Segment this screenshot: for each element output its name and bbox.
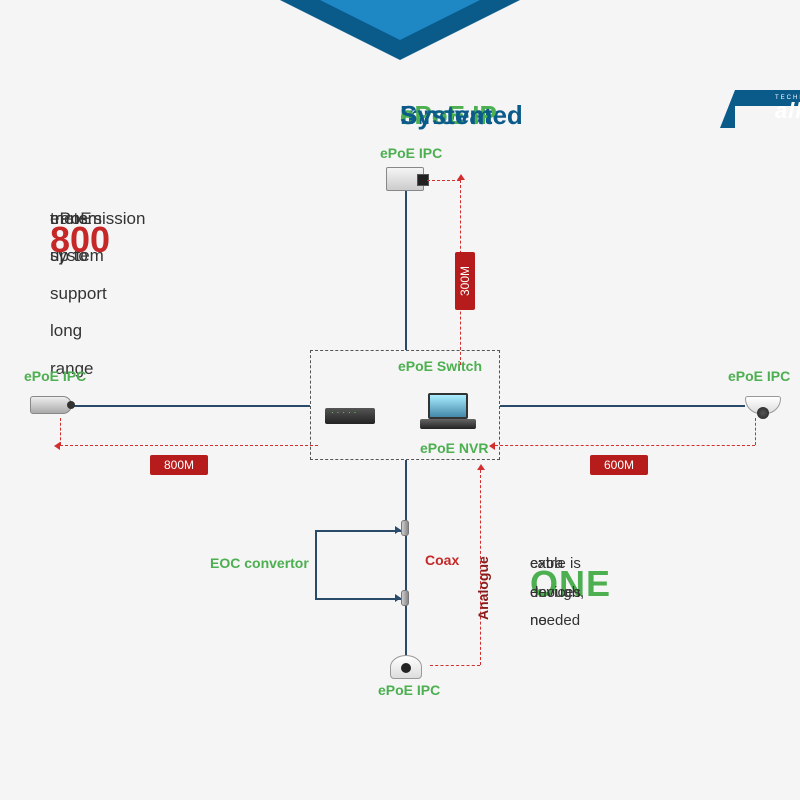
switch-icon: [325, 408, 375, 424]
brand-sub: TECHNOLOGY: [775, 95, 800, 101]
eoc-line-1: [315, 530, 401, 532]
dashed-right: [495, 445, 755, 446]
tagline-2: extra devices needed: [530, 550, 581, 636]
line-left: [70, 405, 310, 407]
analogue-label: Analogue: [475, 556, 491, 620]
camera-right-label: ePoE IPC: [728, 368, 790, 384]
coax-node-2: [401, 590, 409, 606]
dashed-analogue-h: [430, 665, 480, 666]
camera-left-icon: [30, 396, 72, 414]
line-right: [500, 405, 745, 407]
dashed-left-v: [60, 418, 61, 445]
title-post: System: [400, 100, 493, 131]
camera-bottom-icon: [390, 655, 422, 679]
camera-top-label: ePoE IPC: [380, 145, 442, 161]
coax-node-1: [401, 520, 409, 536]
distance-left: 800M: [150, 455, 208, 475]
nvr-icon: [420, 395, 476, 429]
brand-logo: alhua TECHNOLOGY: [735, 90, 800, 106]
brand-name: alhua: [775, 98, 800, 124]
camera-bottom-label: ePoE IPC: [378, 682, 440, 698]
header-decoration: [280, 0, 520, 60]
eoc-label: EOC convertor: [210, 555, 309, 571]
line-top: [405, 190, 407, 350]
eoc-arrow-2: [395, 594, 401, 602]
eoc-arrow-1: [395, 526, 401, 534]
camera-left-label: ePoE IPC: [24, 368, 86, 384]
nvr-label: ePoE NVR: [420, 440, 488, 456]
distance-top: 300M: [455, 252, 475, 310]
eoc-line-v: [315, 530, 317, 598]
line-bottom: [405, 460, 407, 660]
coax-label: Coax: [425, 552, 459, 568]
camera-top-icon: [386, 167, 424, 191]
camera-right-icon: [745, 396, 781, 414]
switch-label: ePoE Switch: [398, 358, 482, 374]
dashed-right-v: [755, 418, 756, 445]
dashed-top-h: [427, 180, 460, 181]
distance-right: 600M: [590, 455, 648, 475]
eoc-line-2: [315, 598, 401, 600]
dashed-left: [60, 445, 318, 446]
